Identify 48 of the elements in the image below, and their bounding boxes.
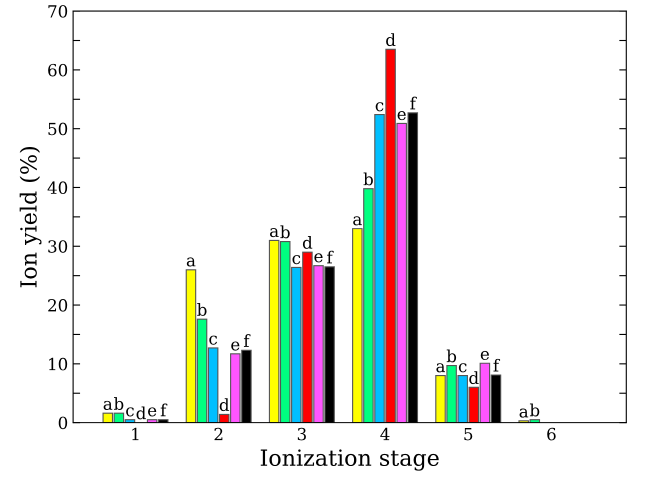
data-label: e bbox=[231, 341, 240, 351]
y-tick-label: 0 bbox=[58, 416, 68, 430]
text: d bbox=[136, 406, 146, 420]
y-tick-label: 40 bbox=[48, 181, 68, 194]
x-tick-label: 6 bbox=[547, 428, 556, 440]
data-label: a bbox=[104, 400, 112, 410]
x-tick-label: 5 bbox=[464, 428, 472, 440]
y-axis-title: Ion yield (%) bbox=[20, 147, 42, 288]
x-tick-label: 2 bbox=[214, 428, 222, 440]
data-label: d bbox=[386, 33, 396, 46]
y-tick-label: 10 bbox=[49, 358, 68, 370]
data-label: e bbox=[398, 111, 406, 120]
data-label: a bbox=[520, 408, 528, 418]
data-label: d bbox=[469, 371, 479, 384]
y-tick-label: 60 bbox=[48, 64, 68, 76]
y-tick-label: 20 bbox=[48, 299, 68, 312]
y-tick-label: 70 bbox=[48, 5, 68, 18]
data-label: e bbox=[480, 350, 489, 360]
data-label: c bbox=[292, 255, 300, 264]
x-tick-label: 1 bbox=[132, 428, 138, 440]
data-label: c bbox=[376, 102, 384, 112]
data-label: d bbox=[302, 236, 312, 249]
data-label: e bbox=[314, 253, 323, 262]
data-label: c bbox=[458, 363, 467, 372]
data-label: a bbox=[353, 216, 362, 226]
y-tick-label: 30 bbox=[48, 240, 68, 253]
data-label: f bbox=[493, 358, 500, 372]
data-label: a bbox=[186, 257, 196, 267]
data-label: a bbox=[436, 363, 446, 372]
data-label: f bbox=[327, 250, 334, 264]
x-tick-label: 4 bbox=[380, 428, 390, 440]
data-label: b bbox=[280, 225, 290, 238]
data-label: f bbox=[410, 96, 417, 110]
data-label: f bbox=[244, 334, 250, 347]
data-label: b bbox=[364, 172, 373, 186]
x-tick-label: 3 bbox=[298, 428, 306, 440]
data-label: b bbox=[114, 397, 124, 410]
data-label: a bbox=[270, 228, 279, 238]
data-label: b bbox=[197, 303, 207, 316]
data-label: b bbox=[530, 404, 540, 416]
x-axis-title: Ionization stage bbox=[260, 449, 439, 471]
data-label: c bbox=[126, 407, 134, 416]
data-label: d bbox=[220, 398, 230, 412]
data-label: f bbox=[160, 404, 168, 416]
data-label: b bbox=[446, 349, 456, 362]
data-label: e bbox=[148, 407, 156, 416]
y-tick-label: 50 bbox=[48, 122, 68, 136]
data-label: c bbox=[209, 336, 218, 345]
